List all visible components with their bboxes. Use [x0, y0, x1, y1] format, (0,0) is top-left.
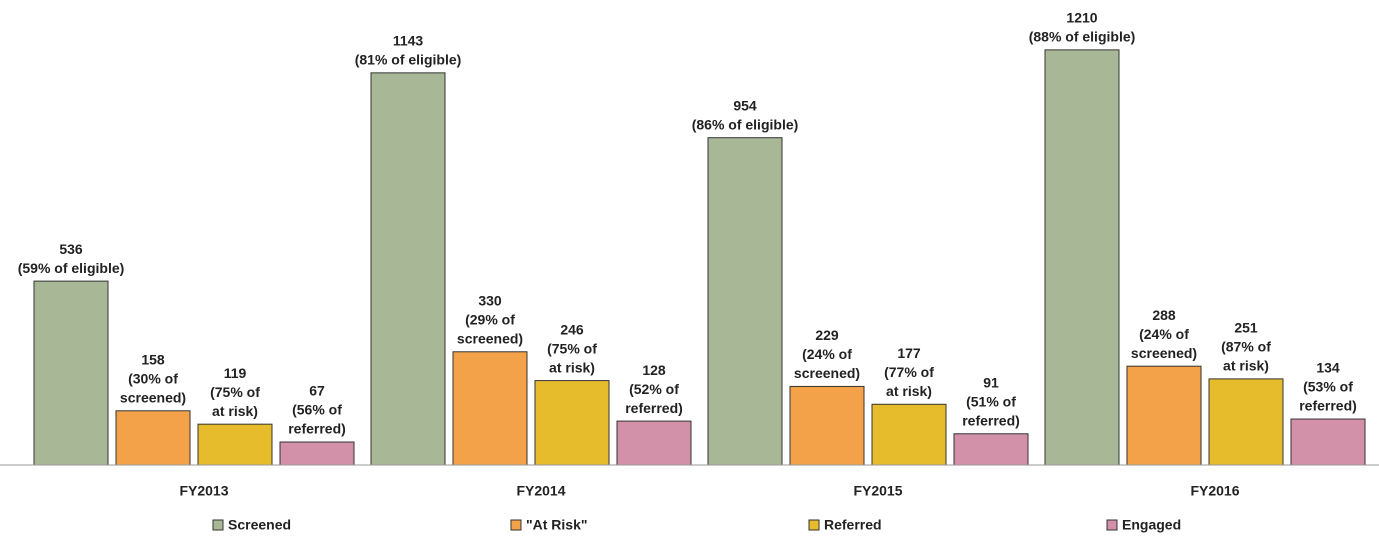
data-label-note: at risk): [212, 403, 258, 419]
bar: [953, 433, 1029, 466]
data-label-note: (81% of eligible): [355, 52, 462, 68]
data-label: 1143: [393, 33, 424, 49]
data-label-note: at risk): [886, 383, 932, 399]
x-tick-label: FY2013: [179, 483, 228, 499]
data-label-note: (53% of: [1303, 379, 1353, 395]
bar: [1208, 378, 1284, 466]
data-label-note: referred): [962, 412, 1020, 428]
data-label-note: screened): [1131, 345, 1197, 361]
bar: [616, 420, 692, 466]
data-label: 330: [478, 292, 502, 308]
bar: [279, 441, 355, 466]
bar: [707, 137, 783, 466]
data-label: 251: [1234, 320, 1258, 336]
data-label: 158: [141, 351, 165, 367]
bar: [789, 385, 865, 466]
data-label: 229: [815, 327, 839, 343]
data-label-note: (56% of: [292, 402, 342, 418]
x-tick-label: FY2016: [1190, 483, 1239, 499]
bar: [1044, 49, 1120, 466]
data-label-note: (52% of: [629, 381, 679, 397]
legend-label: Referred: [824, 517, 882, 533]
data-label: 67: [309, 383, 325, 399]
data-label-note: (59% of eligible): [18, 260, 125, 276]
legend-swatch: [212, 519, 224, 531]
data-label: 91: [983, 374, 999, 390]
legend-label: Engaged: [1122, 517, 1181, 533]
data-label: 177: [897, 345, 921, 361]
data-label-note: (51% of: [966, 393, 1016, 409]
bar: [534, 380, 610, 466]
data-label-note: referred): [1299, 398, 1357, 414]
data-label-note: (29% of: [465, 311, 515, 327]
legend-swatch: [1106, 519, 1118, 531]
data-label: 1210: [1066, 10, 1097, 26]
bar: [1290, 418, 1366, 466]
data-label: 119: [224, 365, 247, 381]
data-label-note: (77% of: [884, 364, 934, 380]
data-label-note: (75% of: [210, 384, 260, 400]
legend-swatch: [510, 519, 522, 531]
data-label-note: screened): [120, 389, 186, 405]
data-label-note: (24% of: [802, 346, 852, 362]
data-label-note: referred): [625, 400, 683, 416]
data-label-note: screened): [794, 365, 860, 381]
data-label-note: (24% of: [1139, 326, 1189, 342]
data-label: 246: [560, 321, 584, 337]
data-label-note: at risk): [1223, 358, 1269, 374]
data-label-note: (87% of: [1221, 339, 1271, 355]
data-label-note: (88% of eligible): [1029, 29, 1136, 45]
data-label-note: screened): [457, 330, 523, 346]
data-label: 536: [59, 241, 83, 257]
bar: [33, 280, 109, 466]
legend-label: "At Risk": [526, 517, 588, 533]
x-tick-label: FY2015: [853, 483, 902, 499]
bar: [871, 403, 947, 466]
x-tick-label: FY2014: [516, 483, 565, 499]
data-label-note: (75% of: [547, 340, 597, 356]
legend-label: Screened: [228, 517, 291, 533]
data-label: 134: [1316, 360, 1340, 376]
data-label-note: (30% of: [128, 370, 178, 386]
data-label: 954: [733, 97, 757, 113]
data-label: 288: [1152, 307, 1176, 323]
data-label-note: at risk): [549, 359, 595, 375]
bar: [197, 423, 273, 466]
legend-swatch: [808, 519, 820, 531]
bar: [1126, 365, 1202, 466]
bar: [115, 410, 191, 466]
data-label-note: (86% of eligible): [692, 116, 799, 132]
data-label-note: referred): [288, 421, 346, 437]
data-label: 128: [642, 362, 666, 378]
bar: [370, 72, 446, 466]
bar: [452, 351, 528, 466]
